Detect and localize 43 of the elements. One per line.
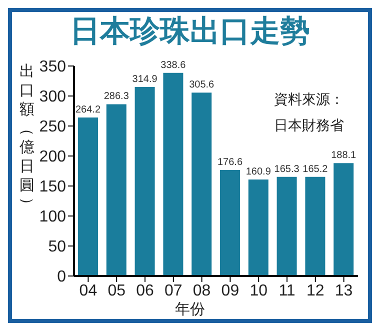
y-tick-label: 150 <box>39 178 66 196</box>
bar <box>248 179 268 276</box>
bar <box>192 92 212 276</box>
x-tick-label: 04 <box>79 282 98 300</box>
annotation: 資料來源： <box>274 90 344 109</box>
data-label: 165.3 <box>274 164 300 175</box>
bar <box>305 176 326 276</box>
data-label: 338.6 <box>160 60 186 71</box>
annotation: 日本財務省 <box>274 116 344 135</box>
bar <box>106 104 126 276</box>
y-tick-label: 0 <box>57 268 66 286</box>
x-tick-label: 10 <box>250 282 268 300</box>
y-tick-label: 50 <box>48 238 66 256</box>
x-tick-label: 07 <box>164 282 182 300</box>
bar <box>220 170 240 276</box>
bar <box>276 176 297 276</box>
y-tick-label: 300 <box>39 88 66 106</box>
data-label: 314.9 <box>132 74 158 86</box>
x-tick-label: 12 <box>306 282 324 300</box>
x-tick-label: 11 <box>278 282 296 300</box>
x-tick-label: 06 <box>136 282 154 300</box>
x-axis-title: 年份 <box>174 300 206 319</box>
y-tick-label: 100 <box>39 208 66 226</box>
data-label: 286.3 <box>104 91 130 102</box>
x-tick-label: 08 <box>192 282 211 300</box>
bar <box>78 117 98 276</box>
data-label: 176.6 <box>217 157 243 168</box>
data-label: 188.1 <box>331 150 357 162</box>
x-tick-label: 09 <box>221 282 240 300</box>
y-tick-label: 200 <box>39 148 66 166</box>
data-label: 264.2 <box>75 104 101 116</box>
chart-title: 日本珍珠出口走勢 <box>69 14 311 50</box>
data-label: 305.6 <box>189 80 215 91</box>
data-label: 165.2 <box>302 164 328 175</box>
y-tick-label: 350 <box>39 58 66 76</box>
bar <box>334 163 354 276</box>
y-tick-label: 250 <box>39 118 66 136</box>
bar <box>163 72 184 276</box>
bar <box>134 87 155 276</box>
x-tick-label: 13 <box>334 282 353 300</box>
x-tick-label: 05 <box>108 282 126 300</box>
data-label: 160.9 <box>246 166 272 178</box>
y-axis-title: 出口額（億日圓） <box>18 62 36 214</box>
